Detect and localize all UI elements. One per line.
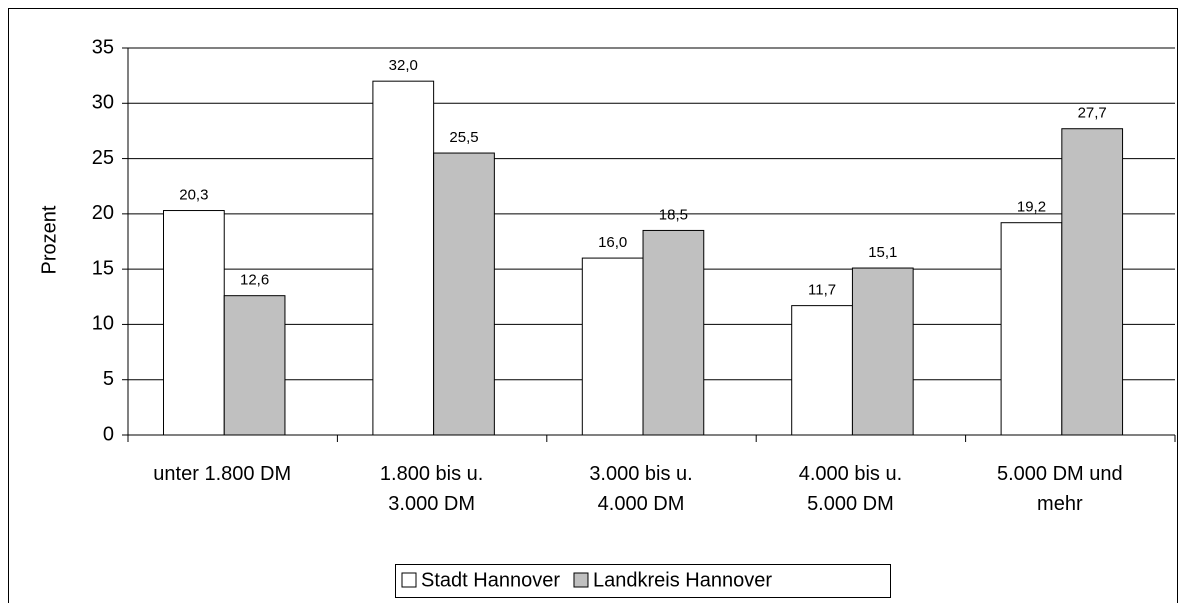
bar bbox=[223, 295, 286, 436]
legend-box bbox=[395, 564, 891, 598]
bar bbox=[851, 267, 914, 436]
x-tick-label-line: mehr bbox=[1037, 493, 1083, 515]
legend-swatch bbox=[573, 572, 589, 588]
value-label: 32,0 bbox=[389, 57, 418, 74]
bar bbox=[581, 257, 644, 436]
x-tick-label: 5.000 DM und mehr bbox=[997, 463, 1123, 515]
legend-swatch bbox=[401, 572, 417, 588]
x-tick-label-line: 3.000 bis u. bbox=[589, 463, 692, 485]
bar bbox=[372, 80, 435, 436]
y-tick-label: 30 bbox=[92, 92, 114, 114]
y-tick-label: 10 bbox=[92, 313, 114, 335]
x-tick-label: 3.000 bis u. 4.000 DM bbox=[589, 463, 692, 515]
bar bbox=[791, 305, 853, 436]
x-tick-label: unter 1.800 DM bbox=[153, 463, 291, 485]
value-label: 25,5 bbox=[449, 129, 478, 146]
bar bbox=[163, 210, 225, 436]
y-tick-label: 35 bbox=[92, 36, 114, 58]
y-tick-label: 0 bbox=[103, 423, 114, 445]
x-tick-label: 1.800 bis u. 3.000 DM bbox=[380, 463, 483, 515]
x-tick-label-line: 4.000 bis u. bbox=[799, 463, 902, 485]
legend-label: Stadt Hannover bbox=[421, 569, 560, 591]
value-label: 20,3 bbox=[179, 187, 208, 204]
value-label: 12,6 bbox=[240, 272, 269, 289]
x-tick-label: 4.000 bis u. 5.000 DM bbox=[799, 463, 902, 515]
y-axis-label: Prozent bbox=[38, 205, 60, 274]
y-tick-label: 15 bbox=[92, 257, 114, 279]
y-tick-label: 5 bbox=[103, 368, 114, 390]
x-tick-label-line: 5.000 DM und bbox=[997, 463, 1123, 485]
x-tick-label-line: 5.000 DM bbox=[807, 493, 894, 515]
x-tick-label-line: 4.000 DM bbox=[598, 493, 685, 515]
value-label: 11,7 bbox=[808, 282, 836, 299]
value-label: 18,5 bbox=[659, 206, 688, 223]
y-tick-label: 20 bbox=[92, 202, 114, 224]
y-tick-label: 25 bbox=[92, 147, 114, 169]
value-label: 15,1 bbox=[868, 244, 897, 261]
x-tick-label-line: 3.000 DM bbox=[388, 493, 475, 515]
value-label: 27,7 bbox=[1078, 105, 1107, 122]
value-label: 16,0 bbox=[598, 234, 627, 251]
bar bbox=[642, 229, 705, 436]
frame bbox=[8, 8, 1178, 603]
x-tick-label-line: unter 1.800 DM bbox=[153, 463, 291, 485]
value-label: 19,2 bbox=[1017, 199, 1046, 216]
bar bbox=[433, 152, 495, 436]
bar bbox=[1000, 222, 1063, 436]
legend-label: Landkreis Hannover bbox=[593, 569, 772, 591]
x-tick-label-line: 1.800 bis u. bbox=[380, 463, 483, 485]
bar bbox=[1061, 128, 1124, 436]
